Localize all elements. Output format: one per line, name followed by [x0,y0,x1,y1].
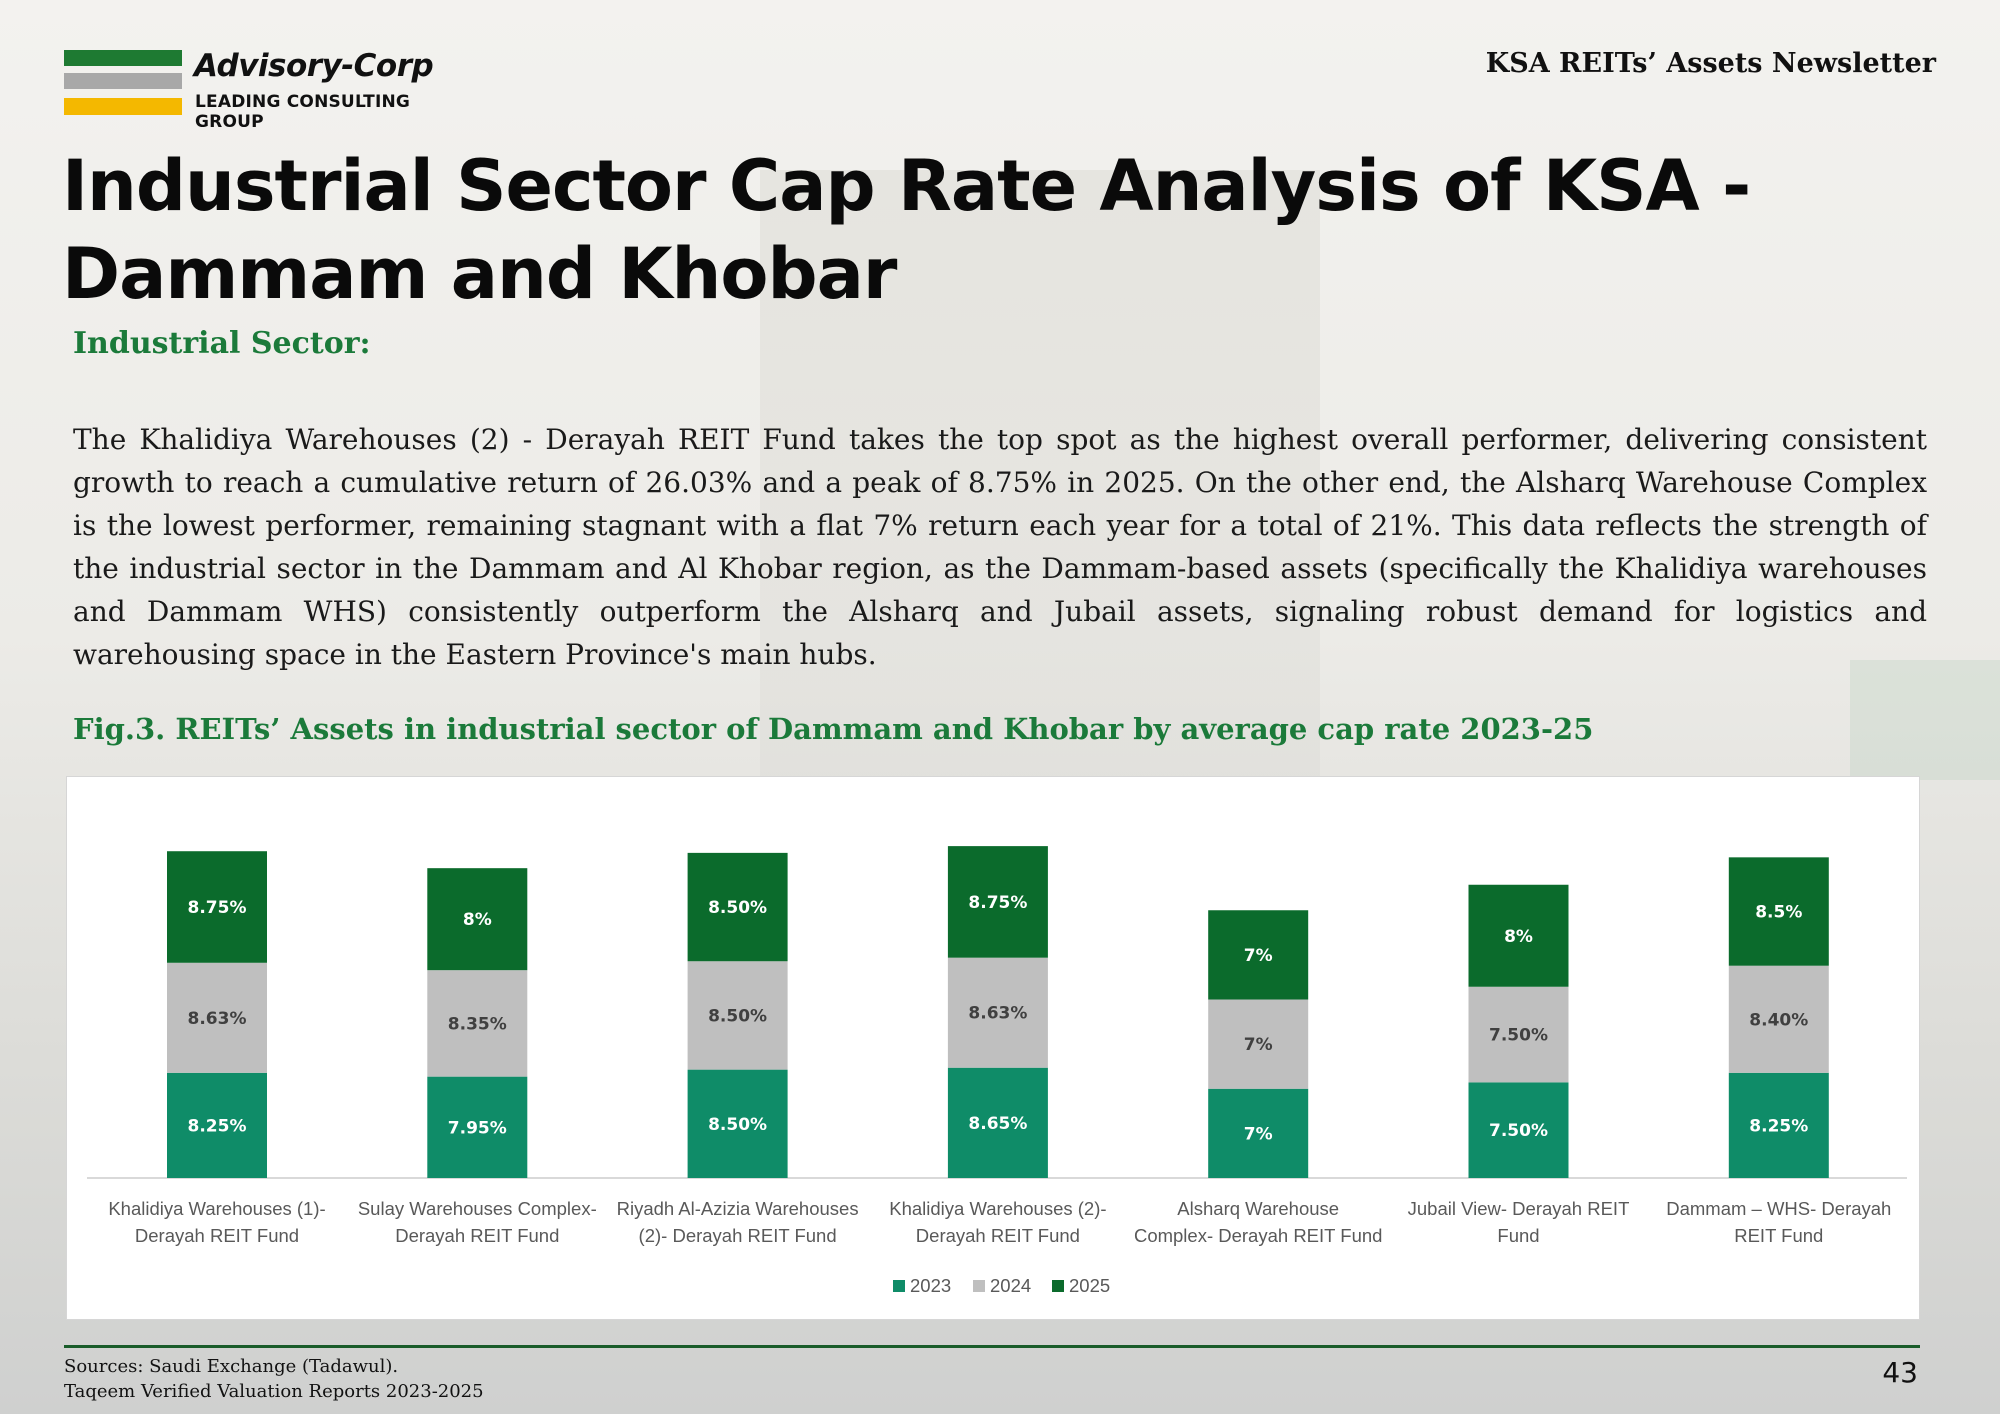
category-label-2-line-2: Derayah REIT Fund [395,1225,559,1246]
body-paragraph: The Khalidiya Warehouses (2) - Derayah R… [73,423,1927,671]
bar-2024-7 [1728,965,1829,1073]
category-label-5-line-1: Alsharq Warehouse [1177,1198,1339,1219]
logo-yellow-bar [64,98,182,115]
background-building [760,170,1320,790]
stacked-bar-chart: 8.25% 8.63% 8.75% Khalidiya Warehouses (1)-… [87,846,1907,1296]
section-heading: Industrial Sector: [73,326,371,361]
figure-caption: Fig.3. REITs’ Assets in industrial secto… [73,712,1594,746]
category-label-5-line-2: Complex- Derayah REIT Fund [1134,1225,1382,1246]
category-label-7-line-2: REIT Fund [1734,1225,1823,1246]
category-label-7-line-1: Dammam – WHS- Derayah [1666,1198,1891,1219]
data-label-2023-7: 8.25% [1749,1116,1808,1136]
data-label-2024-3: 8.50% [708,1006,767,1026]
data-label-2025-1: 8.75% [188,898,247,918]
category-label-4-line-1: Khalidiya Warehouses (2)- [889,1198,1106,1219]
legend-swatch-2023 [893,1280,905,1292]
source-line-2: Taqeem Verified Valuation Reports 2023-2… [64,1381,484,1402]
category-label-6-line-2: Fund [1497,1225,1539,1246]
category-label-3-line-1: Riyadh Al-Azizia Warehouses [617,1198,859,1219]
chart-panel: 8.25% 8.63% 8.75% Khalidiya Warehouses (1)-… [66,776,1920,1320]
bar-2023-6 [1468,1082,1569,1178]
bar-2025-3 [687,852,788,962]
logo-green-bar [64,50,182,66]
bar-2025-4 [947,846,1048,958]
bar-2024-2 [427,970,528,1077]
bar-2024-6 [1468,986,1569,1083]
bar-2023-1 [167,1072,267,1178]
footer-divider [64,1345,1920,1348]
sources-note: Sources: Saudi Exchange (Tadawul). Taqee… [64,1354,484,1404]
legend-label-2024: 2024 [990,1275,1031,1296]
bar-2024-1 [167,962,267,1073]
page-title: Industrial Sector Cap Rate Analysis of K… [62,145,1751,315]
brand-name: Advisory-Corp [194,48,434,84]
bar-2023-4 [947,1067,1048,1178]
data-label-2025-4: 8.75% [968,893,1027,913]
bar-2025-6 [1468,884,1569,987]
category-label-1-line-2: Derayah REIT Fund [135,1225,299,1246]
bar-2025-7 [1728,857,1829,966]
newsletter-title: KSA REITs’ Assets Newsletter [1485,48,1936,79]
data-label-2024-6: 7.50% [1489,1026,1548,1046]
data-label-2025-6: 8% [1504,927,1533,947]
data-label-2023-1: 8.25% [188,1116,247,1136]
bar-2024-4 [947,957,1048,1068]
data-label-2025-7: 8.5% [1755,903,1802,923]
data-label-2024-4: 8.63% [968,1004,1027,1024]
page-number: 43 [1882,1356,1918,1389]
bar-2023-5 [1208,1088,1309,1178]
data-label-2023-2: 7.95% [448,1118,507,1138]
data-label-2024-7: 8.40% [1749,1010,1808,1030]
brand-tagline: LEADING CONSULTING GROUP [195,92,411,132]
bar-2023-2 [427,1076,528,1178]
bar-2023-7 [1728,1072,1829,1178]
data-label-2024-2: 8.35% [448,1014,507,1034]
category-label-4-line-2: Derayah REIT Fund [916,1225,1080,1246]
data-label-2023-4: 8.65% [968,1114,1027,1134]
legend-label-2025: 2025 [1069,1275,1110,1296]
data-label-2023-3: 8.50% [708,1115,767,1135]
logo-grey-bar [64,73,182,89]
data-label-2025-5: 7% [1244,946,1273,966]
background-road-sign [1850,660,2000,780]
category-label-6-line-1: Jubail View- Derayah REIT [1408,1198,1630,1219]
source-line-1: Sources: Saudi Exchange (Tadawul). [64,1356,399,1377]
legend-label-2023: 2023 [910,1275,951,1296]
data-label-2023-6: 7.50% [1489,1121,1548,1141]
bar-2025-1 [167,851,267,963]
data-label-2024-5: 7% [1244,1035,1273,1055]
data-label-2025-3: 8.50% [708,898,767,918]
bar-2024-5 [1208,999,1309,1089]
data-label-2024-1: 8.63% [188,1009,247,1029]
data-label-2025-2: 8% [463,910,492,930]
category-label-1-line-1: Khalidiya Warehouses (1)- [108,1198,325,1219]
bar-2025-5 [1208,910,1309,1000]
category-label-3-line-2: (2)- Derayah REIT Fund [639,1225,837,1246]
bar-2024-3 [687,961,788,1070]
data-label-2023-5: 7% [1244,1124,1273,1144]
bar-2023-3 [687,1069,788,1178]
category-label-2-line-1: Sulay Warehouses Complex- [358,1198,597,1219]
legend-swatch-2024 [973,1280,985,1292]
bar-2025-2 [427,868,528,971]
brand-logo: Advisory-Corp LEADING CONSULTING GROUP [64,48,484,132]
legend-swatch-2025 [1052,1280,1064,1292]
